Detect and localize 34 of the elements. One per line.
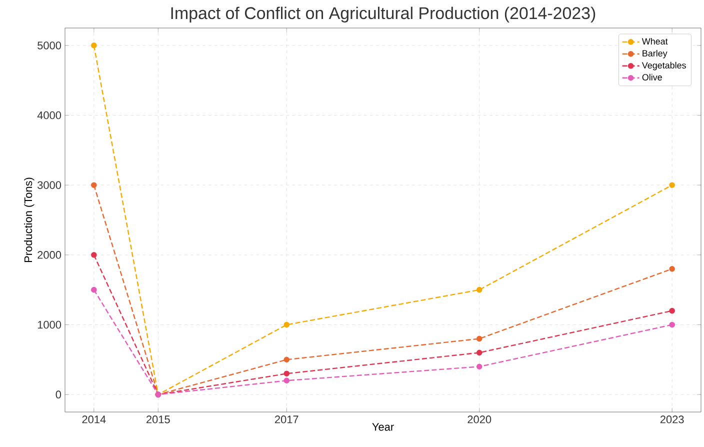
- point: [284, 378, 290, 384]
- point: [476, 336, 482, 342]
- point: [284, 356, 290, 363]
- legend-label: Olive: [642, 74, 662, 80]
- legend-label: Vegetables: [642, 62, 686, 70]
- point: [476, 350, 482, 356]
- legend-label: Wheat: [642, 38, 668, 45]
- y-tick-label: 3000: [38, 181, 62, 189]
- x-tick-label: 2020: [468, 416, 492, 424]
- x-tick-label: 2017: [274, 416, 298, 424]
- chart-title: Impact of Conflict on Agricultural Production (2014-2023): [171, 6, 596, 23]
- point: [284, 370, 290, 376]
- point: [91, 286, 97, 293]
- point: [91, 42, 97, 48]
- y-tick-label: 0: [56, 390, 62, 398]
- x-tick-label: 2015: [146, 416, 170, 424]
- point: [284, 322, 290, 328]
- point: [91, 252, 97, 258]
- x-tick-label: 2014: [82, 416, 106, 424]
- point: [669, 322, 675, 328]
- y-tick-label: 4000: [37, 111, 62, 120]
- point: [91, 182, 97, 188]
- point: [476, 286, 482, 293]
- point: [476, 364, 482, 370]
- point: [669, 182, 675, 188]
- point: [669, 308, 675, 314]
- y-tick-label: 1000: [38, 320, 62, 329]
- legend-label: Barley: [642, 50, 668, 58]
- x-tick-label: 2023: [660, 416, 684, 424]
- point: [669, 266, 675, 272]
- x-axis-title: Year: [372, 423, 394, 431]
- y-tick-label: 2000: [38, 251, 62, 259]
- y-axis-title: Production (Tons): [24, 178, 34, 262]
- y-tick-label: 5000: [38, 42, 62, 50]
